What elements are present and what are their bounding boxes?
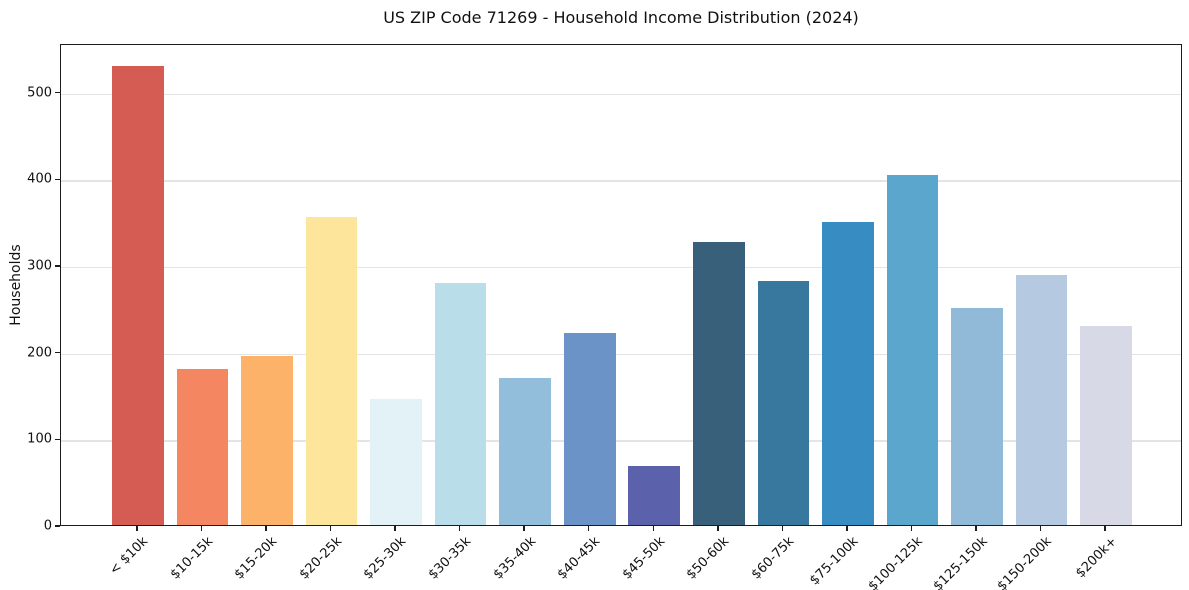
bar-$10-15k — [176, 368, 229, 525]
y-tick-label-400: 400 — [27, 171, 52, 187]
gridline-y-300 — [61, 266, 1181, 269]
x-tick-label-$100-125k: $100-125k — [865, 534, 927, 590]
gridline-y-100 — [61, 440, 1181, 442]
gridline-y-500 — [61, 93, 1181, 96]
y-tick-label-200: 200 — [27, 345, 52, 361]
bar-$20-25k — [305, 217, 358, 525]
x-tick-mark — [200, 526, 203, 531]
bar-$45-50k — [628, 466, 681, 525]
x-tick-mark — [329, 526, 332, 531]
chart-title: US ZIP Code 71269 - Household Income Dis… — [383, 8, 859, 27]
bar-$50-60k — [693, 241, 745, 525]
x-tick-mark — [136, 526, 138, 531]
x-tick-mark — [652, 526, 654, 531]
x-tick-mark — [523, 526, 525, 531]
x-tick-label-$150-200k: $150-200k — [995, 534, 1056, 590]
bar-< $10k — [112, 65, 164, 525]
x-tick-label-$200k+: $200k+ — [1072, 534, 1120, 582]
x-tick-mark — [394, 526, 396, 531]
y-axis-label: Households — [8, 244, 24, 326]
x-tick-mark — [781, 526, 784, 531]
x-tick-label-$45-50k: $45-50k — [619, 534, 668, 583]
x-tick-label-$60-75k: $60-75k — [748, 534, 797, 583]
bar-$15-20k — [241, 355, 293, 525]
x-tick-mark — [717, 526, 719, 531]
x-tick-label-$75-100k: $75-100k — [807, 534, 862, 589]
bar-$100-125k — [886, 174, 939, 525]
x-tick-mark — [846, 526, 848, 531]
x-tick-label-$20-25k: $20-25k — [296, 534, 346, 583]
bar-$150-200k — [1015, 275, 1068, 525]
bar-$35-40k — [499, 377, 551, 525]
bar-$30-35k — [434, 283, 487, 525]
x-tick-mark — [1039, 526, 1042, 531]
x-tick-label-$125-150k: $125-150k — [930, 534, 991, 590]
y-tick-mark — [55, 351, 60, 354]
x-tick-label-$35-40k: $35-40k — [490, 534, 539, 583]
bar-$60-75k — [757, 281, 810, 525]
bar-$40-45k — [563, 333, 616, 525]
bar-$75-100k — [822, 221, 874, 525]
gridline-y-400 — [61, 180, 1181, 182]
x-tick-mark — [910, 526, 913, 531]
y-tick-mark — [55, 178, 60, 180]
x-tick-label-$50-60k: $50-60k — [683, 534, 733, 583]
x-tick-label-$15-20k: $15-20k — [232, 534, 281, 583]
y-tick-label-300: 300 — [27, 258, 52, 274]
y-tick-label-500: 500 — [27, 85, 52, 101]
y-tick-mark — [55, 91, 60, 94]
x-tick-mark — [458, 526, 461, 531]
bar-$200k+ — [1080, 326, 1132, 525]
x-tick-mark — [975, 526, 977, 531]
x-tick-label-$10-15k: $10-15k — [167, 534, 216, 583]
plot-area — [60, 44, 1182, 526]
x-tick-label-< $10k: < $10k — [107, 534, 152, 579]
y-tick-label-100: 100 — [27, 431, 52, 447]
x-tick-label-$30-35k: $30-35k — [425, 534, 475, 583]
y-tick-label-0: 0 — [43, 518, 52, 534]
y-tick-mark — [55, 265, 60, 267]
x-tick-mark — [588, 526, 590, 531]
bar-$25-30k — [370, 399, 422, 525]
x-tick-label-$25-30k: $25-30k — [361, 534, 410, 583]
bar-$125-150k — [951, 308, 1003, 525]
x-tick-mark — [1104, 526, 1106, 531]
x-tick-mark — [265, 526, 267, 531]
y-tick-mark — [55, 438, 60, 440]
y-tick-mark — [55, 525, 60, 527]
x-tick-label-$40-45k: $40-45k — [554, 534, 604, 583]
gridline-y-200 — [61, 353, 1181, 356]
